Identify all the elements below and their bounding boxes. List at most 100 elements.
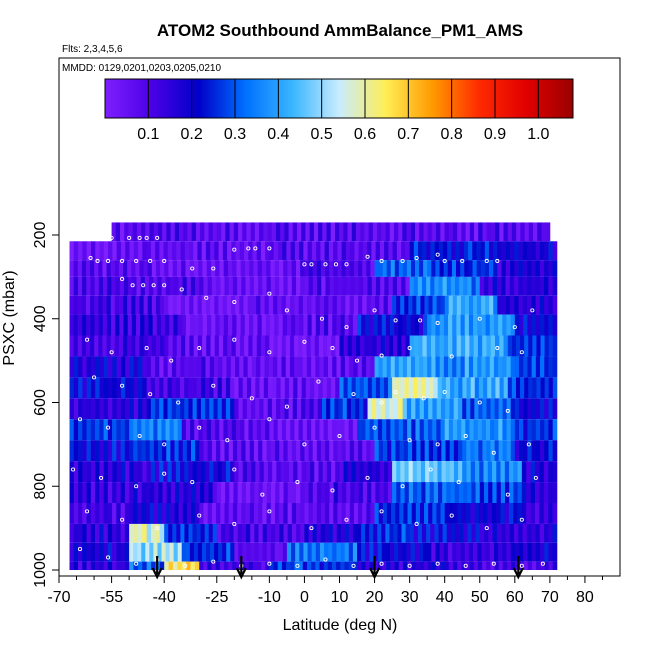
heatmap-cell	[418, 335, 423, 357]
heatmap-cell	[233, 523, 239, 543]
heatmap-cell	[307, 314, 313, 336]
heatmap-cell	[544, 561, 549, 570]
heatmap-cell	[420, 295, 425, 315]
heatmap-cell	[339, 377, 344, 399]
heatmap-cell	[358, 295, 363, 315]
heatmap-cell	[415, 222, 420, 242]
heatmap-cell	[99, 356, 105, 378]
heatmap-cell	[488, 523, 494, 543]
heatmap-cell	[505, 241, 511, 261]
heatmap-cell	[302, 561, 308, 570]
heatmap-cell	[540, 314, 545, 336]
heatmap-cell	[276, 461, 281, 483]
sample-point	[330, 346, 335, 351]
heatmap-cell	[378, 260, 384, 277]
heatmap-cell	[531, 440, 537, 462]
heatmap-cell	[239, 335, 245, 357]
heatmap-cell	[315, 561, 320, 570]
heatmap-cell	[273, 419, 279, 441]
heatmap-cell	[275, 523, 280, 543]
heatmap-cell	[257, 260, 263, 277]
heatmap-cell	[274, 260, 280, 277]
heatmap-cell	[262, 276, 267, 296]
sample-point	[463, 433, 468, 439]
heatmap-cell	[385, 398, 390, 420]
heatmap-cell	[135, 295, 140, 315]
heatmap-cell	[220, 482, 226, 503]
heatmap-cell	[284, 377, 290, 399]
heatmap-cell	[164, 523, 169, 543]
heatmap-cell	[552, 482, 558, 503]
heatmap-cell	[230, 461, 235, 483]
heatmap-cell	[283, 260, 288, 277]
heatmap-cell	[277, 295, 282, 315]
heatmap-cell	[277, 561, 283, 570]
heatmap-cell	[426, 276, 431, 296]
heatmap-cell	[163, 241, 169, 261]
heatmap-cell	[268, 295, 274, 315]
heatmap-cell	[190, 561, 196, 570]
heatmap-cell	[211, 276, 217, 296]
heatmap-cell	[448, 356, 453, 378]
heatmap-cell	[219, 419, 224, 441]
heatmap-cell	[69, 241, 75, 261]
heatmap-cell	[69, 542, 75, 562]
heatmap-cell	[82, 561, 87, 570]
heatmap-cell	[188, 398, 193, 420]
heatmap-cell	[251, 295, 257, 315]
heatmap-cell	[349, 295, 355, 315]
heatmap-cell	[146, 398, 152, 420]
heatmap-cell	[315, 542, 321, 562]
heatmap-cell	[116, 523, 122, 543]
heatmap-cell	[444, 503, 450, 524]
heatmap-cell	[142, 377, 148, 399]
heatmap-cell	[335, 335, 340, 357]
heatmap-cell	[305, 398, 310, 420]
heatmap-cell	[151, 335, 157, 357]
heatmap-cell	[351, 222, 357, 242]
heatmap-cell	[452, 419, 458, 441]
heatmap-cell	[385, 222, 391, 242]
heatmap-cell	[107, 542, 113, 562]
heatmap-cell	[389, 523, 394, 543]
heatmap-cell	[185, 260, 191, 277]
heatmap-cell	[189, 335, 195, 357]
heatmap-cell	[238, 398, 244, 420]
heatmap-cell	[331, 335, 336, 357]
heatmap-cell	[116, 241, 122, 261]
heatmap-cell	[85, 295, 91, 315]
heatmap-cell	[111, 222, 117, 242]
heatmap-cell	[254, 482, 259, 503]
heatmap-cell	[510, 440, 516, 462]
heatmap-cell	[524, 377, 529, 399]
heatmap-cell	[94, 314, 100, 336]
heatmap-cell	[365, 314, 370, 336]
colorbar-tick-label: 0.1	[137, 126, 159, 143]
heatmap-cell	[95, 561, 100, 570]
heatmap-cell	[146, 561, 152, 570]
heatmap-cell	[103, 398, 109, 420]
sample-point	[137, 235, 142, 240]
heatmap-cell	[398, 356, 404, 378]
heatmap-cell	[260, 241, 266, 261]
heatmap-cell	[174, 440, 180, 462]
heatmap-cell	[193, 295, 198, 315]
heatmap-cell	[337, 440, 342, 462]
sample-point	[148, 258, 153, 264]
heatmap-cell	[508, 503, 514, 524]
heatmap-cell	[246, 398, 252, 420]
heatmap-cell	[364, 335, 369, 357]
heatmap-cell	[514, 419, 520, 441]
heatmap-cell	[278, 260, 284, 277]
heatmap-cell	[363, 377, 369, 399]
heatmap-cell	[276, 377, 281, 399]
heatmap-cell	[196, 377, 202, 399]
heatmap-cell	[361, 523, 366, 543]
heatmap-cell	[78, 461, 83, 483]
heatmap-cell	[200, 377, 206, 399]
heatmap-cell	[138, 377, 143, 399]
heatmap-cell	[404, 461, 409, 483]
heatmap-cell	[480, 241, 486, 261]
heatmap-cell	[184, 356, 190, 378]
heatmap-cell	[291, 503, 297, 524]
